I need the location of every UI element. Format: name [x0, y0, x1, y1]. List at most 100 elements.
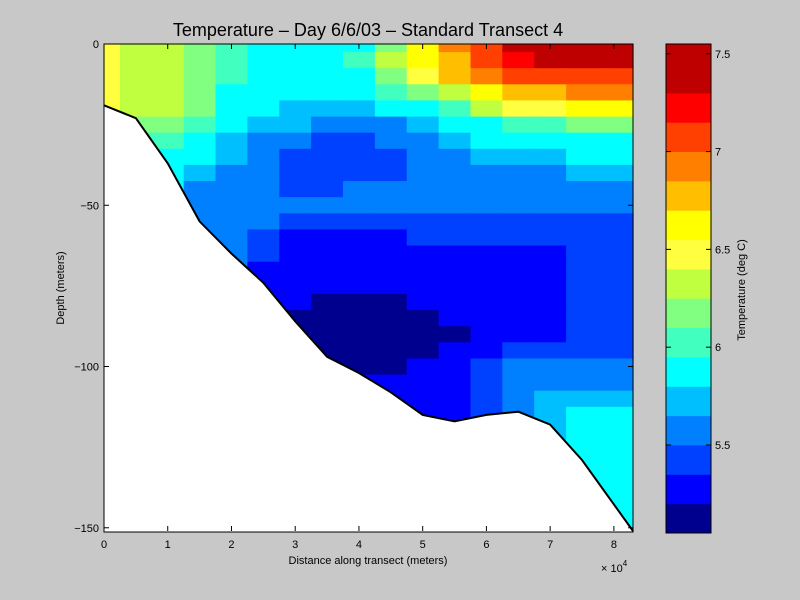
temperature-cell	[247, 44, 280, 53]
temperature-cell	[183, 68, 217, 85]
x-axis-ticks: 0 1 2 3 4 5 6 7 8	[101, 44, 617, 551]
temperature-cell	[247, 84, 280, 101]
temperature-cell	[438, 52, 472, 69]
temperature-cell	[502, 213, 535, 230]
temperature-cell	[534, 116, 567, 134]
temperature-cell	[470, 294, 503, 311]
temperature-cell	[470, 68, 503, 85]
temperature-cell	[183, 44, 217, 53]
x-tick-label: 0	[101, 539, 107, 551]
temperature-cell	[534, 52, 567, 69]
temperature-cell	[502, 294, 535, 311]
temperature-cell	[183, 148, 217, 166]
temperature-cell	[566, 100, 609, 118]
temperature-cell	[607, 132, 634, 150]
temperature-cell	[534, 294, 567, 311]
temperature-cell	[215, 68, 248, 85]
temperature-cell	[438, 213, 472, 230]
colorbar-tick-label: 5.5	[715, 440, 730, 452]
colorbar-level	[666, 239, 711, 270]
temperature-cell	[607, 374, 634, 392]
temperature-cell	[151, 84, 185, 101]
temperature-cell	[279, 52, 312, 69]
temperature-cell	[279, 294, 312, 311]
temperature-cell	[406, 342, 440, 359]
temperature-cell	[502, 181, 535, 198]
temperature-cell	[502, 84, 535, 101]
temperature-cell	[406, 100, 440, 118]
temperature-cell	[438, 44, 472, 53]
temperature-cell	[247, 213, 280, 230]
temperature-cell	[247, 245, 280, 263]
temperature-cell	[343, 294, 376, 311]
temperature-cell	[534, 100, 567, 118]
temperature-cell	[279, 116, 312, 134]
temperature-cell	[374, 342, 408, 359]
temperature-cell	[183, 84, 217, 101]
colorbar-level	[666, 180, 711, 211]
temperature-cell	[311, 294, 344, 311]
colorbar-label: Temperature (deg C)	[736, 239, 748, 341]
temperature-cell	[374, 294, 408, 311]
temperature-cell	[607, 52, 634, 69]
temperature-cell	[534, 406, 567, 424]
temperature-cell	[215, 229, 248, 247]
temperature-cell	[438, 100, 472, 118]
temperature-cell	[470, 132, 503, 150]
temperature-cell	[438, 342, 472, 359]
x-tick-label: 6	[483, 539, 489, 551]
temperature-cell	[607, 68, 634, 85]
temperature-cell	[279, 84, 312, 101]
temperature-cell	[566, 310, 609, 327]
colorbar-frame	[665, 43, 712, 534]
temperature-cell	[311, 100, 344, 118]
temperature-cell	[534, 197, 567, 214]
temperature-cell	[470, 261, 503, 279]
temperature-cell	[406, 197, 440, 214]
colorbar-level	[666, 210, 711, 241]
y-tick-label: −100	[74, 362, 99, 374]
temperature-cell	[104, 52, 121, 69]
temperature-cell	[343, 132, 376, 150]
temperature-cell	[607, 245, 634, 263]
temperature-cell	[566, 181, 609, 198]
temperature-cell	[607, 84, 634, 101]
temperature-cell	[438, 310, 472, 327]
temperature-cell	[119, 44, 153, 53]
temperature-cell	[104, 84, 121, 101]
temperature-cell	[566, 229, 609, 247]
temperature-cell	[406, 181, 440, 198]
x-axis-label: Distance along transect (meters)	[289, 555, 448, 567]
temperature-cell	[534, 261, 567, 279]
temperature-cell	[343, 148, 376, 166]
colorbar-tick-label: 6.5	[715, 244, 730, 256]
seafloor-mask	[104, 105, 633, 533]
temperature-cell	[406, 374, 440, 392]
x-multiplier: × 104	[601, 559, 628, 575]
temperature-cell	[104, 44, 121, 53]
temperature-cell	[502, 261, 535, 279]
y-axis-ticks: 0 −50 −100 −150	[74, 39, 633, 535]
temperature-cell	[534, 310, 567, 327]
temperature-cell	[279, 197, 312, 214]
colorbar-level	[666, 92, 711, 123]
temperature-cell	[343, 84, 376, 101]
temperature-cell	[438, 148, 472, 166]
temperature-cell	[247, 261, 280, 279]
temperature-cell	[566, 197, 609, 214]
temperature-cell	[311, 148, 344, 166]
temperature-cell	[406, 229, 440, 247]
temperature-cell	[343, 197, 376, 214]
temperature-cell	[374, 68, 408, 85]
temperature-cell	[470, 197, 503, 214]
temperature-cell	[566, 277, 609, 295]
temperature-cell	[311, 326, 344, 343]
temperature-cell	[502, 277, 535, 295]
temperature-cell	[534, 164, 567, 182]
x-tick-label: 2	[228, 539, 234, 551]
x-tick-label: 4	[356, 539, 362, 551]
temperature-cell	[566, 423, 609, 440]
temperature-cell	[247, 229, 280, 247]
temperature-cell	[406, 213, 440, 230]
temperature-cell	[279, 100, 312, 118]
